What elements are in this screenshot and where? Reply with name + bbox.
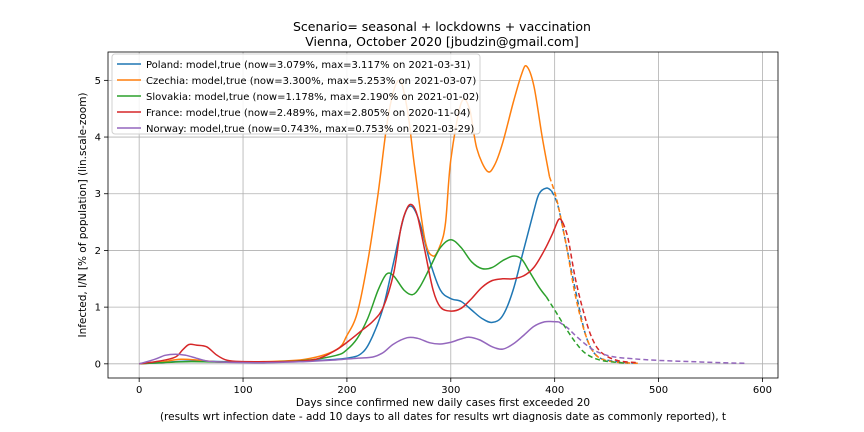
x-tick-label: 400 — [545, 385, 564, 396]
chart-title: Scenario= seasonal + lockdowns + vaccina… — [293, 19, 591, 34]
x-tick-label: 100 — [233, 385, 252, 396]
y-tick-label: 5 — [95, 76, 101, 87]
legend-box — [111, 53, 481, 135]
x-axis-label-line2: (results wrt infection date - add 10 day… — [160, 411, 726, 423]
legend-label-norway: Norway: model,true (now=0.743%, max=0.75… — [146, 124, 474, 135]
legend: Poland: model,true (now=3.079%, max=3.11… — [111, 53, 481, 135]
legend-label-slovakia: Slovakia: model,true (now=1.178%, max=2.… — [146, 92, 479, 103]
y-tick-label: 4 — [95, 133, 101, 144]
chart-subtitle: Vienna, October 2020 [jbudzin@gmail.com] — [305, 34, 579, 49]
axis-ticks: 0 100 200 300 400 500 600 0 1 2 3 4 5 — [95, 76, 772, 396]
y-tick-label: 0 — [95, 359, 101, 370]
x-tick-label: 600 — [753, 385, 772, 396]
plot-area — [107, 51, 779, 379]
x-tick-label: 300 — [441, 385, 460, 396]
x-axis-label: Days since confirmed new daily cases fir… — [296, 397, 590, 409]
y-tick-label: 3 — [95, 189, 101, 200]
series-line-france-dashed — [562, 222, 638, 364]
series-line-norway — [139, 320, 559, 365]
legend-label-czechia: Czechia: model,true (now=3.300%, max=5.2… — [146, 76, 476, 87]
series-line-czechia-dashed — [548, 176, 638, 365]
legend-label-poland: Poland: model,true (now=3.079%, max=3.11… — [146, 60, 471, 71]
x-tick-label: 200 — [337, 385, 356, 396]
y-tick-label: 1 — [95, 303, 101, 314]
y-axis-label: Infected, I/N [% of population] (lin.sca… — [77, 92, 89, 337]
series-line-norway-dashed — [558, 321, 747, 365]
series-line-poland-dashed — [550, 190, 638, 365]
x-tick-label: 0 — [136, 385, 142, 396]
y-tick-label: 2 — [95, 246, 101, 257]
legend-label-france: France: model,true (now=2.489%, max=2.80… — [146, 108, 470, 119]
series-line-france — [139, 203, 564, 365]
x-tick-label: 500 — [649, 385, 668, 396]
series-lines — [139, 65, 747, 365]
